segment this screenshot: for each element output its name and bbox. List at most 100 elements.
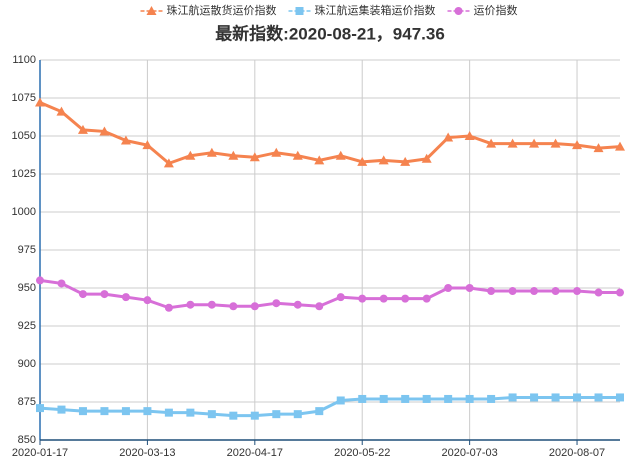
marker bbox=[422, 294, 431, 303]
marker bbox=[78, 290, 87, 299]
marker bbox=[551, 287, 560, 296]
marker bbox=[507, 138, 518, 148]
marker bbox=[421, 153, 432, 163]
marker bbox=[186, 408, 195, 417]
marker bbox=[594, 288, 603, 297]
marker bbox=[335, 150, 346, 160]
marker bbox=[206, 147, 217, 157]
marker bbox=[572, 140, 583, 150]
marker bbox=[77, 124, 88, 134]
y-tick-label: 975 bbox=[18, 244, 36, 256]
marker bbox=[185, 150, 196, 160]
chart-title: 最新指数:2020-08-21，947.36 bbox=[215, 23, 445, 43]
marker bbox=[358, 394, 367, 403]
marker bbox=[551, 393, 560, 402]
y-tick-label: 1075 bbox=[12, 92, 36, 104]
marker bbox=[616, 393, 624, 402]
marker bbox=[508, 287, 517, 296]
marker bbox=[78, 407, 87, 416]
marker bbox=[121, 293, 130, 302]
y-tick-label: 1050 bbox=[12, 130, 36, 142]
legend-label: 珠江航运集装箱运价指数 bbox=[315, 3, 436, 17]
marker bbox=[465, 284, 474, 292]
marker bbox=[465, 394, 474, 403]
marker bbox=[401, 294, 410, 303]
marker bbox=[164, 303, 173, 312]
marker bbox=[250, 302, 259, 311]
y-tick-label: 850 bbox=[18, 434, 36, 446]
marker bbox=[315, 407, 324, 416]
y-tick-label: 1000 bbox=[12, 206, 36, 218]
marker bbox=[379, 294, 388, 303]
marker bbox=[35, 97, 45, 107]
marker bbox=[36, 404, 44, 413]
marker bbox=[163, 158, 174, 168]
x-tick-label: 2020-07-03 bbox=[441, 447, 497, 459]
marker bbox=[378, 155, 389, 165]
marker bbox=[616, 288, 624, 297]
marker bbox=[530, 287, 539, 296]
y-tick-label: 1100 bbox=[12, 54, 36, 66]
marker bbox=[594, 393, 603, 402]
marker bbox=[186, 300, 195, 309]
marker bbox=[36, 276, 44, 285]
marker bbox=[121, 407, 130, 416]
marker bbox=[57, 279, 66, 288]
marker bbox=[143, 296, 152, 305]
marker bbox=[295, 7, 304, 15]
series-line bbox=[39, 395, 620, 418]
x-tick-label: 2020-03-13 bbox=[119, 447, 175, 459]
marker bbox=[529, 138, 540, 148]
marker bbox=[272, 299, 281, 308]
marker bbox=[99, 126, 110, 136]
marker bbox=[229, 302, 238, 311]
x-tick-label: 2020-08-07 bbox=[549, 447, 605, 459]
marker bbox=[120, 135, 131, 145]
y-tick-label: 900 bbox=[18, 358, 36, 370]
series-line bbox=[39, 101, 621, 166]
x-tick-label: 2020-04-17 bbox=[227, 447, 283, 459]
marker bbox=[293, 300, 302, 309]
y-tick-label: 875 bbox=[18, 396, 36, 408]
marker bbox=[336, 293, 345, 302]
marker bbox=[550, 138, 561, 148]
marker bbox=[444, 394, 453, 403]
marker bbox=[250, 411, 259, 420]
marker bbox=[229, 411, 238, 420]
marker bbox=[573, 287, 582, 296]
x-tick-label: 2020-05-22 bbox=[334, 447, 390, 459]
y-tick-label: 925 bbox=[18, 320, 36, 332]
marker bbox=[593, 143, 604, 153]
marker bbox=[358, 294, 367, 303]
marker bbox=[486, 138, 497, 148]
marker bbox=[293, 410, 302, 419]
legend-label: 珠江航运散货运价指数 bbox=[167, 3, 277, 17]
marker bbox=[207, 410, 216, 419]
marker bbox=[487, 287, 496, 296]
marker bbox=[228, 150, 239, 160]
marker bbox=[487, 394, 496, 403]
marker bbox=[573, 393, 582, 402]
marker bbox=[336, 396, 345, 405]
marker bbox=[315, 302, 324, 311]
marker bbox=[207, 300, 216, 309]
marker bbox=[146, 6, 157, 15]
x-tick-label: 2020-01-17 bbox=[12, 447, 68, 459]
marker bbox=[271, 147, 282, 157]
marker bbox=[292, 150, 303, 160]
marker bbox=[357, 156, 368, 166]
marker bbox=[530, 393, 539, 402]
marker bbox=[454, 7, 463, 15]
marker bbox=[100, 407, 109, 416]
marker bbox=[444, 284, 453, 292]
marker bbox=[615, 141, 625, 151]
legend: 珠江航运散货运价指数 珠江航运集装箱运价指数 运价指数 bbox=[140, 3, 518, 17]
marker bbox=[443, 132, 454, 142]
marker bbox=[272, 410, 281, 419]
marker bbox=[314, 155, 325, 165]
marker bbox=[56, 106, 67, 116]
marker bbox=[143, 407, 152, 416]
y-tick-label: 1025 bbox=[12, 168, 36, 180]
marker bbox=[464, 131, 475, 140]
